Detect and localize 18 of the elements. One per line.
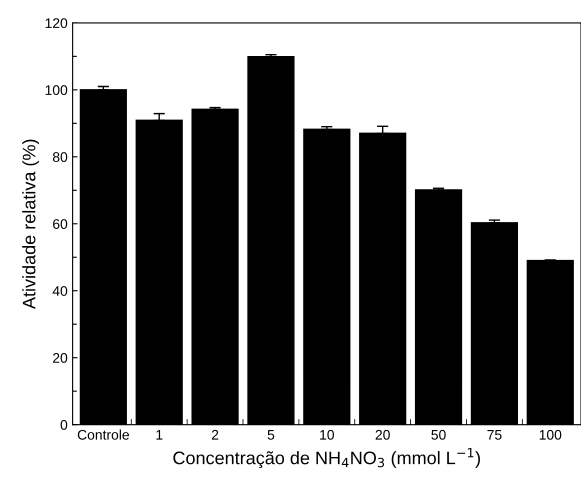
y-tick-label: 0: [60, 420, 68, 430]
x-tick-label: 1: [156, 430, 162, 440]
x-tick-label: 50: [431, 430, 446, 440]
y-tick-label: 40: [52, 286, 68, 296]
y-tick-label: 80: [52, 152, 68, 162]
x-tick-label: 20: [376, 430, 390, 440]
x-tick-label: 75: [487, 430, 502, 440]
y-tick-label: 60: [53, 219, 68, 229]
x-tick-label: 5: [268, 430, 274, 440]
y-axis-title: Atividade relativa (%): [22, 140, 40, 310]
y-tick-label: 100: [46, 85, 68, 96]
x-tick-label: 100: [540, 430, 562, 440]
x-tick-label: Controle: [78, 430, 129, 440]
x-tick-label: 2: [212, 430, 218, 440]
y-tick-label: 20: [53, 353, 68, 363]
y-tick-label: 120: [46, 18, 68, 28]
x-axis-title: Concentração de NH$_{4}$NO$_{3}$ (mmol L$^{−1}$): [173, 448, 480, 468]
x-tick-label: 10: [320, 430, 334, 440]
